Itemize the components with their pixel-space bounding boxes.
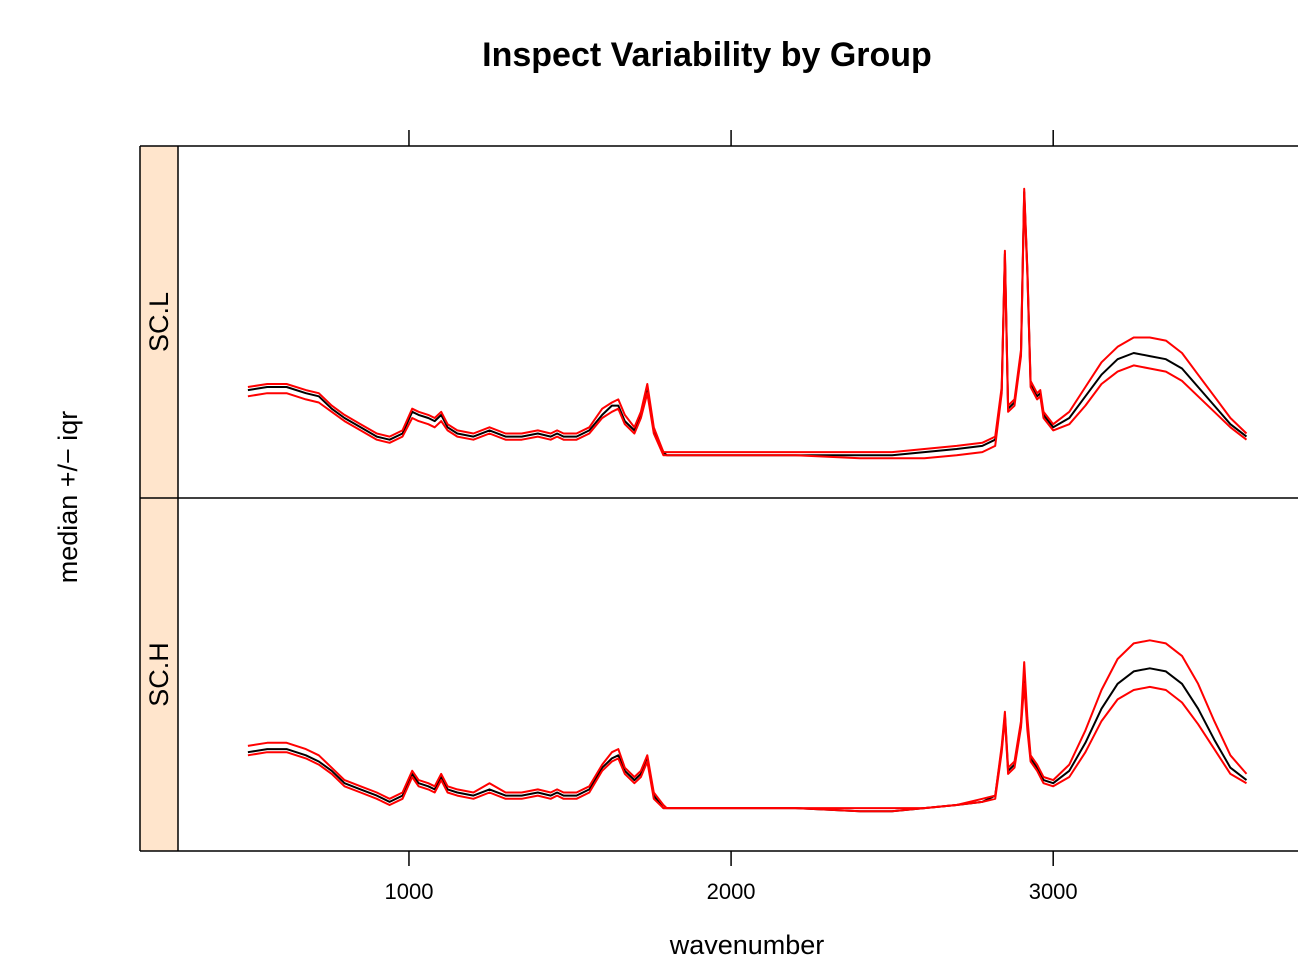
series-line: [247, 190, 1248, 457]
strip-background: [140, 498, 178, 851]
chart-title: Inspect Variability by Group: [482, 36, 932, 74]
series-line: [247, 194, 1248, 460]
strip-label: SC.L: [144, 292, 174, 352]
panel-sc-h: SC.H: [140, 498, 1248, 851]
series-line: [247, 667, 1248, 813]
panels: SC.L SC.H: [139, 145, 1298, 852]
series-line: [247, 639, 1248, 810]
series-line: [247, 187, 1248, 454]
x-axis: 1000 2000 3000: [384, 130, 1078, 904]
x-axis-label: wavenumber: [669, 930, 825, 960]
x-tick-label: 3000: [1029, 879, 1078, 904]
series-line: [247, 682, 1248, 813]
strip-label: SC.H: [144, 642, 174, 707]
x-tick-label: 1000: [384, 879, 433, 904]
strip-background: [140, 146, 178, 498]
plot-frame: [139, 145, 1298, 852]
x-tick-label: 2000: [707, 879, 756, 904]
y-axis-label: median +/− iqr: [53, 411, 83, 584]
panel-sc-l: SC.L: [140, 146, 1248, 498]
